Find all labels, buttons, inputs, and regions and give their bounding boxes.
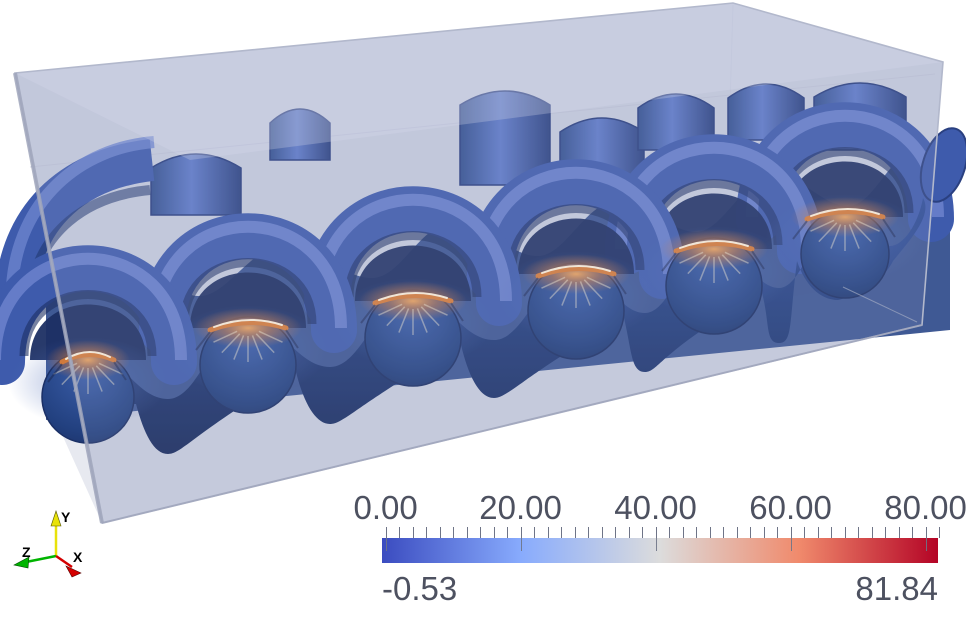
hotspot-streak xyxy=(386,306,406,327)
hotspot-glow xyxy=(660,229,768,269)
hotspot-streak xyxy=(724,251,749,264)
hotspot-streak xyxy=(852,222,872,243)
hotspot-streak xyxy=(717,256,729,281)
hotspot-crease xyxy=(450,302,464,322)
hotspot-streak xyxy=(255,333,275,354)
hotspot-streak xyxy=(420,306,440,327)
hotspot-streak xyxy=(855,219,880,232)
hotspot-glow xyxy=(359,281,467,321)
hotspot-crease xyxy=(661,252,677,272)
hotspot-streak xyxy=(586,276,611,289)
contact-hotspot xyxy=(660,229,768,283)
hotspot-streak xyxy=(233,335,245,360)
hotspot-streak xyxy=(98,362,123,375)
hotspot-bright-line xyxy=(810,207,880,217)
hotspot-streak xyxy=(258,330,283,343)
axis-label-y: Y xyxy=(61,509,71,525)
hotspot-glow xyxy=(522,254,630,294)
hotspot-streak xyxy=(687,254,707,275)
hotspot-crease xyxy=(360,304,376,324)
hotspot-streak xyxy=(398,308,410,333)
hotspot-bright-line xyxy=(378,291,448,301)
top-face-wash xyxy=(15,3,943,160)
hotspot-streak xyxy=(541,276,566,289)
arch-inner-shadow xyxy=(179,258,317,325)
z-axis xyxy=(13,554,57,569)
hotspot-streak xyxy=(561,281,573,306)
arch-crown-highlight xyxy=(0,252,187,361)
warp-dome xyxy=(459,90,551,186)
axis-label-x: X xyxy=(73,549,83,565)
hotspot-seam xyxy=(207,319,289,333)
arch-inner-shadow xyxy=(344,231,482,298)
hotspot-seam xyxy=(673,240,755,254)
axis-label-z: Z xyxy=(22,544,31,560)
hotspot-streak xyxy=(830,224,842,249)
contact-hotspot xyxy=(359,281,467,335)
hotspot-glow xyxy=(791,197,899,237)
warp-dome xyxy=(269,108,331,161)
hotspot-crease xyxy=(751,250,765,270)
hotspot-streak xyxy=(221,333,241,354)
warp-dome xyxy=(150,153,242,216)
hotspot-streak xyxy=(848,224,860,249)
hotspot-bright-line xyxy=(213,318,283,328)
hotspot-crease xyxy=(195,331,211,351)
contact-hotspot xyxy=(522,254,630,308)
box-top-face xyxy=(15,3,943,160)
y-axis xyxy=(50,510,62,556)
hotspot-streak xyxy=(423,303,448,316)
hotspot-streak xyxy=(679,251,704,264)
hotspot-streak xyxy=(721,254,741,275)
hotspot-streak xyxy=(549,279,569,300)
hotspot-seam xyxy=(804,208,886,222)
box-edges xyxy=(13,2,944,524)
hotspot-seam xyxy=(372,292,454,306)
hotspot-seam xyxy=(535,265,617,279)
arch-inner-shadow xyxy=(507,204,645,271)
warp-arch xyxy=(0,245,197,385)
hotspot-streak xyxy=(378,303,403,316)
arch-inner-shadow xyxy=(19,290,157,357)
axes-widget: Y Z X xyxy=(13,509,83,578)
hotspot-crease xyxy=(285,329,299,349)
hotspot-streak xyxy=(583,279,603,300)
hotspot-crease xyxy=(113,361,127,381)
hotspot-crease xyxy=(47,363,63,383)
front-face-wash xyxy=(15,3,943,523)
hotspot-streak xyxy=(61,365,81,386)
hotspot-crease xyxy=(882,218,896,238)
hotspot-streak xyxy=(95,365,115,386)
arch-band xyxy=(0,245,197,385)
x-axis xyxy=(55,554,82,578)
hotspot-crease xyxy=(523,277,539,297)
hotspot-streak xyxy=(213,330,238,343)
hotspot-crease xyxy=(792,220,808,240)
hotspot-bright-line xyxy=(679,239,749,249)
hotspot-streak xyxy=(818,222,838,243)
contact-hotspot xyxy=(194,308,302,362)
hotspot-streak xyxy=(91,367,103,392)
hotspot-streak xyxy=(416,308,428,333)
hotspot-streak xyxy=(579,281,591,306)
hotspot-glow xyxy=(194,308,302,348)
hotspot-streak xyxy=(810,219,835,232)
hotspot-crease xyxy=(613,275,627,295)
hotspot-streak xyxy=(699,256,711,281)
hotspot-bright-line xyxy=(541,264,611,274)
hotspot-streak xyxy=(251,335,263,360)
contact-hotspot xyxy=(791,197,899,251)
